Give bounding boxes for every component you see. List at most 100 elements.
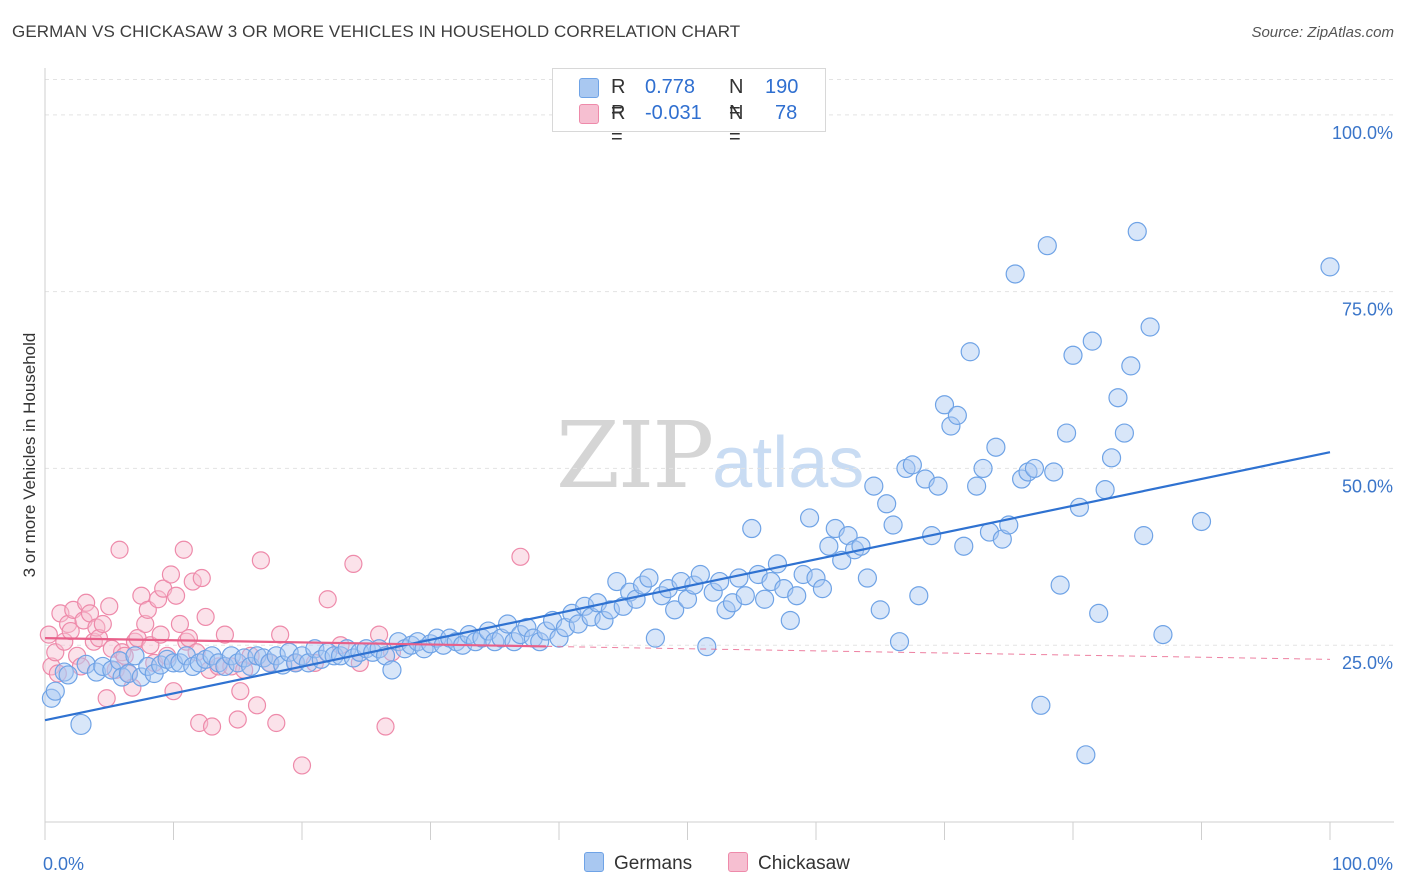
german-point bbox=[1024, 458, 1045, 479]
german-point bbox=[639, 568, 659, 588]
german-point bbox=[1044, 462, 1064, 482]
german-point bbox=[125, 646, 145, 666]
german-point bbox=[1069, 497, 1090, 517]
german-point bbox=[1114, 423, 1135, 443]
legend-label-chickasaw: Chickasaw bbox=[758, 853, 850, 874]
german-point bbox=[838, 526, 858, 546]
german-point bbox=[947, 405, 967, 425]
german-point bbox=[1089, 603, 1109, 623]
chickasaw-point bbox=[100, 597, 119, 616]
german-point bbox=[819, 536, 839, 556]
axes bbox=[44, 68, 1394, 840]
legend-item-germans[interactable]: Germans bbox=[584, 852, 692, 875]
german-point bbox=[780, 610, 800, 631]
correlation-legend: R = 0.778 N = 190 R = -0.031 N = 78 bbox=[552, 68, 826, 148]
german-point bbox=[934, 395, 955, 415]
legend-item-chickasaw[interactable]: Chickasaw bbox=[728, 852, 850, 875]
chickasaw-swatch bbox=[579, 104, 599, 124]
chickasaw-point bbox=[271, 625, 290, 644]
german-point bbox=[1005, 264, 1025, 284]
german-point bbox=[581, 607, 601, 627]
german-point bbox=[960, 342, 980, 362]
chickasaw-point bbox=[148, 590, 168, 609]
german-point bbox=[870, 600, 890, 620]
chickasaw-point bbox=[196, 607, 215, 627]
chickasaw-point bbox=[97, 689, 116, 708]
german-point bbox=[941, 416, 961, 436]
tick-labels: 25.0% 50.0% 75.0% 100.0% 0.0% 100.0% bbox=[43, 123, 1393, 874]
german-point bbox=[645, 628, 665, 648]
y-tick-label: 75.0% bbox=[1342, 300, 1393, 320]
r-value: 0.778 bbox=[645, 76, 696, 98]
german-point bbox=[928, 476, 948, 496]
chickasaw-point bbox=[174, 540, 193, 559]
german-point bbox=[954, 536, 974, 556]
german-point bbox=[1191, 511, 1212, 532]
chickasaw-point bbox=[192, 568, 211, 588]
german-point bbox=[1121, 356, 1141, 376]
chickasaw-point bbox=[318, 590, 337, 609]
chickasaw-point bbox=[376, 717, 395, 736]
y-tick-label: 50.0% bbox=[1342, 476, 1393, 496]
x-tick-label: 0.0% bbox=[43, 854, 84, 874]
chickasaw-point bbox=[39, 625, 58, 644]
german-point bbox=[555, 617, 576, 638]
chart-title: GERMAN VS CHICKASAW 3 OR MORE VEHICLES I… bbox=[12, 22, 741, 41]
german-point bbox=[793, 564, 813, 585]
chickasaw-trend-extension bbox=[546, 645, 1331, 660]
chickasaw-point bbox=[292, 756, 312, 775]
r-label: R = bbox=[611, 76, 626, 122]
german-point bbox=[45, 681, 65, 701]
german-point bbox=[812, 579, 833, 599]
germans-swatch bbox=[579, 78, 599, 98]
chickasaw-point bbox=[215, 625, 234, 644]
chickasaw-point bbox=[183, 572, 202, 591]
chickasaw-point bbox=[267, 713, 286, 733]
chickasaw-point bbox=[77, 593, 96, 612]
chickasaw-point bbox=[110, 540, 129, 559]
chickasaw-point bbox=[251, 551, 270, 570]
german-point bbox=[491, 628, 511, 648]
r-value: -0.031 bbox=[645, 102, 702, 124]
german-point bbox=[600, 600, 621, 620]
german-point bbox=[131, 667, 151, 687]
german-point bbox=[986, 437, 1006, 457]
german-point bbox=[799, 508, 820, 528]
chickasaw-point bbox=[151, 625, 170, 644]
german-point bbox=[58, 665, 78, 685]
german-point bbox=[1031, 695, 1051, 715]
german-point bbox=[703, 582, 723, 602]
german-point bbox=[228, 653, 248, 673]
german-point bbox=[1140, 317, 1160, 337]
german-point bbox=[665, 600, 685, 620]
chickasaw-point bbox=[247, 696, 267, 715]
germans-trend-line bbox=[44, 451, 1331, 722]
chickasaw-point bbox=[170, 614, 190, 634]
chickasaw-point bbox=[231, 682, 250, 701]
german-point bbox=[973, 458, 993, 479]
german-point bbox=[851, 536, 871, 556]
german-point bbox=[549, 628, 569, 648]
chickasaw-point bbox=[93, 614, 112, 634]
chickasaw-trend-line bbox=[44, 637, 547, 648]
german-point bbox=[806, 568, 826, 588]
german-point bbox=[864, 476, 884, 496]
german-point bbox=[594, 610, 614, 631]
trend-lines bbox=[44, 451, 1331, 722]
series-germans bbox=[41, 221, 1340, 765]
german-point bbox=[1082, 331, 1102, 351]
german-point bbox=[375, 646, 396, 666]
german-point bbox=[909, 586, 929, 606]
source-label[interactable]: Source: ZipAtlas.com bbox=[1251, 24, 1394, 41]
german-point bbox=[889, 632, 910, 652]
watermark: ZIPatlas bbox=[556, 410, 864, 509]
german-point bbox=[697, 637, 717, 657]
german-point bbox=[607, 571, 627, 592]
n-label: N = bbox=[729, 102, 744, 148]
german-point bbox=[902, 455, 922, 475]
german-point bbox=[305, 639, 325, 659]
chickasaw-swatch bbox=[728, 852, 748, 872]
german-point bbox=[883, 515, 903, 535]
german-point bbox=[877, 494, 897, 514]
grid-lines bbox=[45, 79, 1394, 646]
